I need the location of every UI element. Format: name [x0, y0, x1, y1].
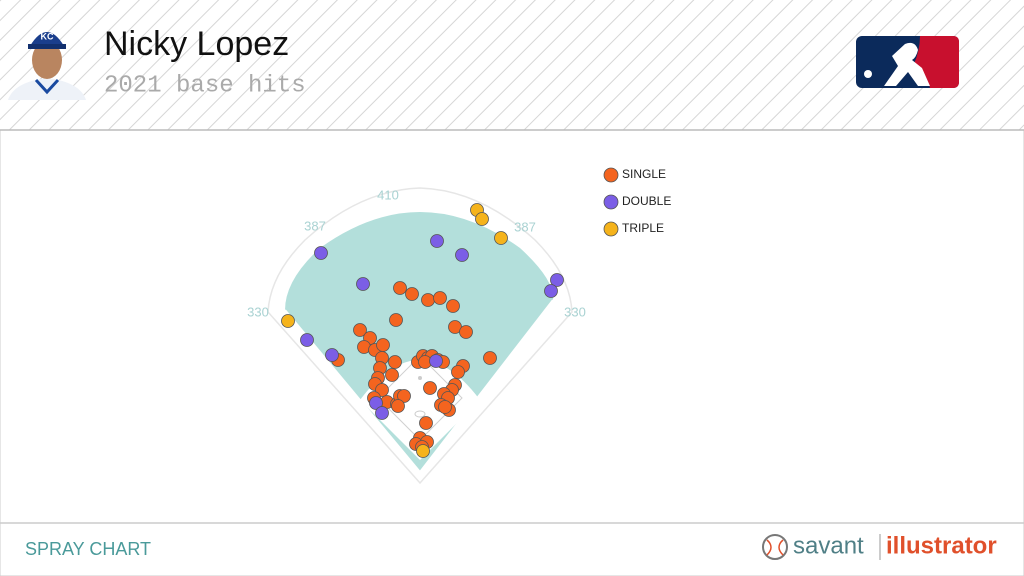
header — [0, 0, 1024, 130]
legend-label: TRIPLE — [622, 221, 664, 235]
hit-point — [388, 355, 402, 369]
hit-point — [353, 323, 367, 337]
legend-swatch — [603, 167, 619, 183]
fence-distance: 330 — [247, 304, 269, 319]
hit-point — [421, 293, 435, 307]
hit-point — [544, 284, 558, 298]
brand-name: savant — [793, 532, 864, 559]
chart-subtitle: 2021 base hits — [104, 72, 306, 99]
hit-point — [550, 273, 564, 287]
hit-point — [433, 291, 447, 305]
hit-point — [429, 354, 443, 368]
legend-label: DOUBLE — [622, 194, 671, 208]
hit-point — [385, 368, 399, 382]
legend-swatch — [603, 221, 619, 237]
hit-point — [300, 333, 314, 347]
fence-distance: 330 — [564, 304, 586, 319]
hit-point — [438, 400, 452, 414]
fence-distance: 387 — [304, 218, 326, 233]
hit-point — [455, 248, 469, 262]
hit-point — [423, 381, 437, 395]
hit-point — [446, 299, 460, 313]
legend-label: SINGLE — [622, 167, 666, 181]
hit-point — [483, 351, 497, 365]
chart-title: Nicky Lopez — [104, 25, 289, 63]
svg-text:KC: KC — [41, 31, 54, 41]
hit-point — [397, 389, 411, 403]
legend-swatch — [603, 194, 619, 210]
hit-point — [376, 338, 390, 352]
hit-point — [393, 281, 407, 295]
hit-point — [391, 399, 405, 413]
hit-point — [389, 313, 403, 327]
fence-distance: 410 — [377, 187, 399, 202]
hit-point — [451, 365, 465, 379]
hit-point — [375, 406, 389, 420]
hit-point — [356, 277, 370, 291]
hit-point — [405, 287, 419, 301]
hit-point — [281, 314, 295, 328]
hit-point — [369, 396, 383, 410]
player-photo: KC — [8, 31, 86, 100]
hit-point — [475, 212, 489, 226]
hit-point — [325, 348, 339, 362]
product-name: illustrator — [886, 532, 997, 559]
hit-point — [314, 246, 328, 260]
hit-point — [419, 416, 433, 430]
hit-point — [416, 444, 430, 458]
mlb-logo — [856, 36, 959, 88]
hit-point — [430, 234, 444, 248]
hit-point — [494, 231, 508, 245]
hit-point — [459, 325, 473, 339]
savant-icon — [762, 534, 788, 560]
footer-label: SPRAY CHART — [25, 539, 151, 559]
fence-distance: 387 — [514, 219, 536, 234]
